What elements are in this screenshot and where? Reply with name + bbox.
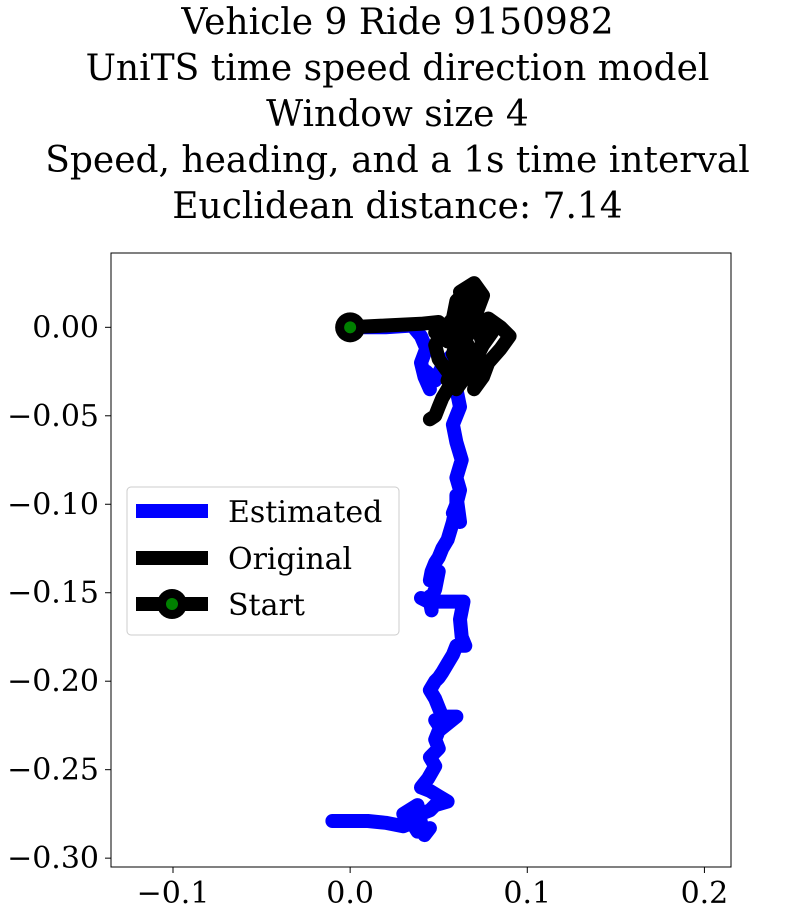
y-tick-label: 0.00 bbox=[32, 310, 99, 345]
legend: Estimated Original Start bbox=[126, 486, 400, 636]
title-line-4: Speed, heading, and a 1s time interval bbox=[45, 140, 750, 181]
legend-label-start: Start bbox=[228, 588, 305, 623]
x-tick-label: 0.1 bbox=[503, 876, 551, 911]
plot-area-frame bbox=[110, 252, 732, 868]
y-tick-label: −0.15 bbox=[7, 576, 99, 611]
x-axis: −0.1 0.0 0.1 0.2 bbox=[137, 867, 729, 911]
title-line-1: Vehicle 9 Ride 9150982 bbox=[181, 2, 614, 43]
series-line-estimated bbox=[325, 318, 473, 843]
legend-start-marker-center bbox=[166, 598, 178, 610]
x-tick-label: 0.0 bbox=[326, 876, 374, 911]
y-tick-label: −0.10 bbox=[7, 487, 99, 522]
chart-title: Vehicle 9 Ride 9150982 UniTS time speed … bbox=[0, 0, 795, 230]
start-marker-center bbox=[344, 321, 357, 334]
legend-label-original: Original bbox=[228, 542, 352, 577]
y-tick-label: −0.20 bbox=[7, 664, 99, 699]
y-tick-label: −0.25 bbox=[7, 753, 99, 788]
y-tick-label: −0.30 bbox=[7, 841, 99, 876]
title-line-2: UniTS time speed direction model bbox=[85, 48, 710, 89]
legend-label-estimated: Estimated bbox=[228, 495, 382, 530]
title-line-3: Window size 4 bbox=[266, 94, 529, 135]
title-line-5: Euclidean distance: 7.14 bbox=[172, 186, 623, 227]
series-line-original bbox=[343, 276, 517, 427]
y-axis: 0.00 −0.05 −0.10 −0.15 −0.20 −0.25 −0.30 bbox=[7, 310, 111, 876]
y-tick-label: −0.05 bbox=[7, 399, 99, 434]
x-tick-label: −0.1 bbox=[137, 876, 210, 911]
x-tick-label: 0.2 bbox=[681, 876, 729, 911]
